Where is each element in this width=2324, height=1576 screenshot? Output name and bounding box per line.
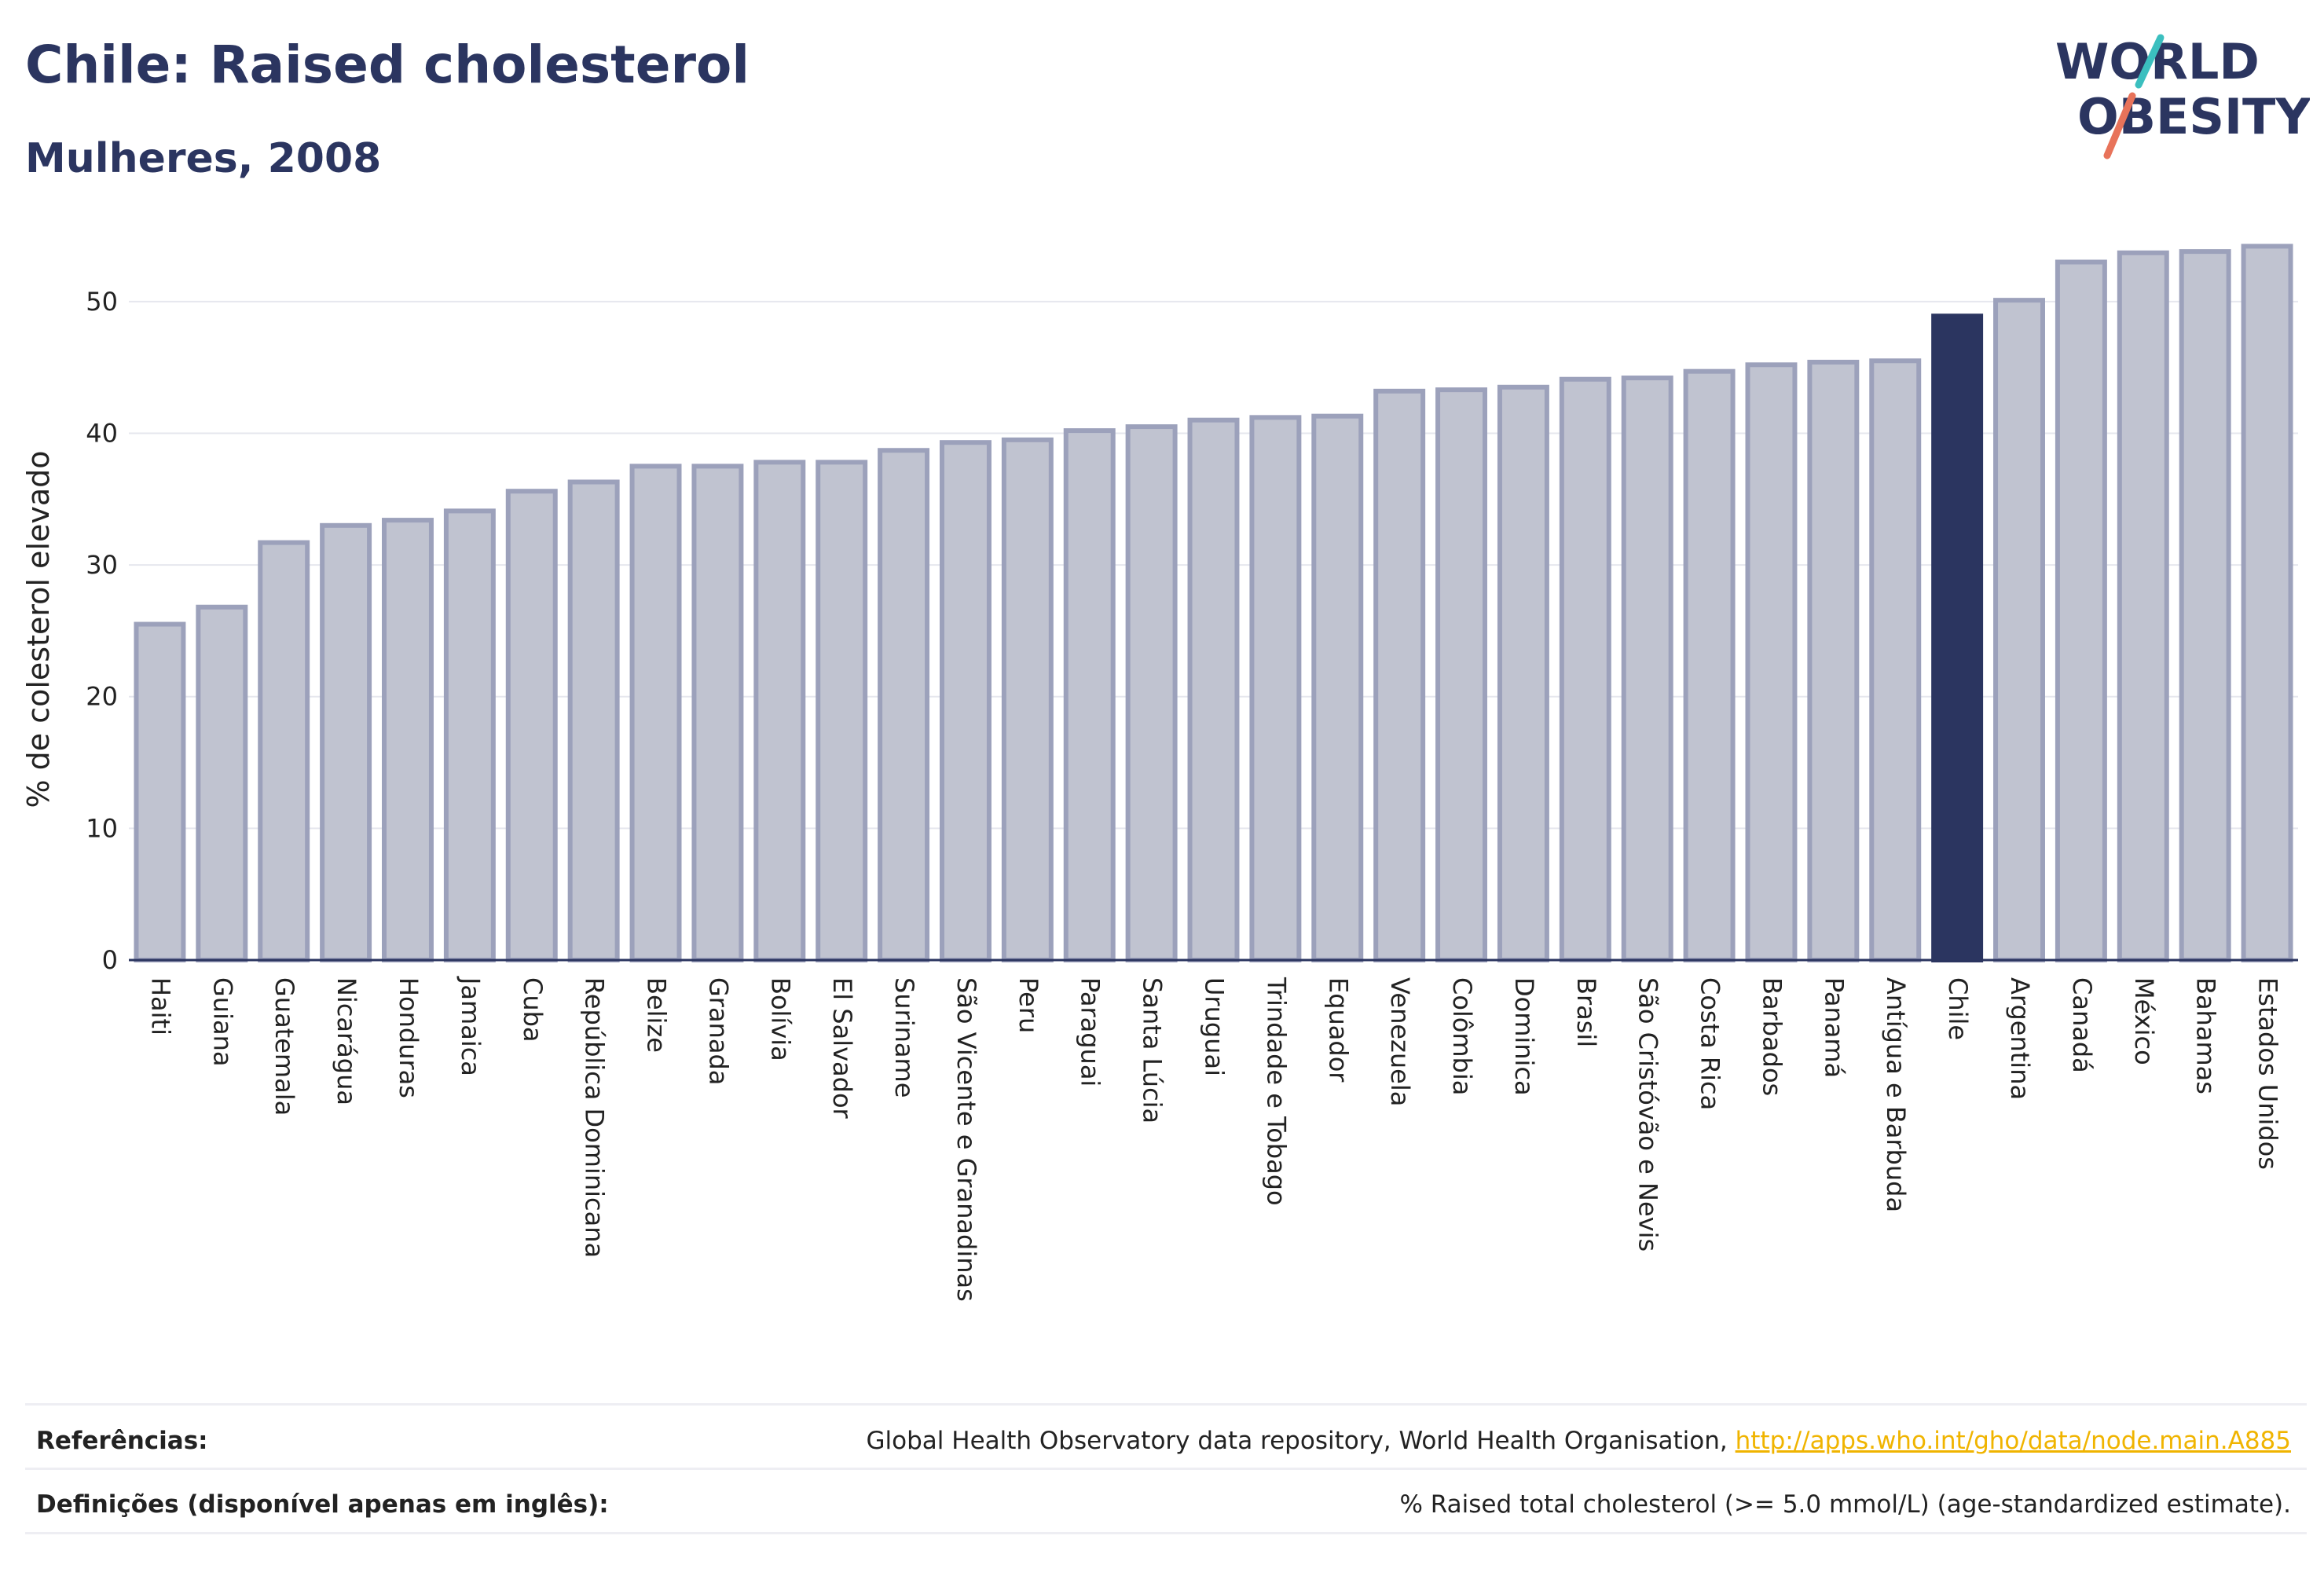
x-tick-label: Cuba	[518, 977, 548, 1043]
y-tick-label: 40	[86, 418, 118, 448]
x-tick-labels: Haiti Guiana Guatemala Nicarágua Honduras Jam…	[145, 976, 2282, 1302]
bar-barbados[interactable]	[1745, 362, 1798, 962]
bar-guatemala[interactable]	[258, 540, 310, 962]
x-tick-label: Jamaica	[456, 976, 486, 1076]
bar-argentina[interactable]	[1993, 298, 2045, 962]
bars	[134, 244, 2293, 963]
x-tick-label: Trindade e Tobago	[1261, 977, 1291, 1206]
bar-belize[interactable]	[629, 464, 682, 962]
bar-honduras[interactable]	[382, 518, 434, 962]
bar-cuba[interactable]	[505, 489, 558, 962]
footer-divider-middle	[25, 1468, 2307, 1470]
footer-divider-top	[25, 1403, 2307, 1406]
bar-panamá[interactable]	[1807, 359, 1860, 962]
y-tick-labels: 0 10 20 30 40 50	[86, 287, 118, 975]
bar-santa-lúcia[interactable]	[1125, 424, 1178, 962]
references-link[interactable]: http://apps.who.int/gho/data/node.main.A…	[1735, 1427, 2291, 1455]
x-tick-label: Belize	[642, 977, 672, 1053]
bar-el-salvador[interactable]	[816, 460, 868, 962]
x-tick-label: Dominica	[1509, 977, 1539, 1096]
x-tick-label: El Salvador	[827, 977, 857, 1120]
x-tick-label: Bolívia	[765, 977, 795, 1061]
bar-antígua-e-barbuda[interactable]	[1869, 358, 1922, 963]
x-tick-label: República Dominicana	[580, 977, 610, 1258]
chart-title: Chile: Raised cholesterol	[25, 35, 750, 95]
bar-chart: 0 10 20 30 40 50 Haiti Guiana Guatemala Nicarágu…	[21, 244, 2298, 1302]
x-tick-label: Costa Rica	[1695, 977, 1725, 1110]
bar-colômbia[interactable]	[1435, 387, 1488, 963]
bar-costa-rica[interactable]	[1683, 368, 1736, 962]
bar-bahamas[interactable]	[2179, 249, 2231, 962]
definitions-label: Definições (disponível apenas em inglês)…	[36, 1490, 609, 1519]
bar-jamaica[interactable]	[443, 508, 496, 962]
references-label: Referências:	[36, 1427, 208, 1455]
bar-são-cristóvão-e-nevis[interactable]	[1621, 376, 1673, 962]
x-tick-label: Argentina	[2005, 977, 2035, 1100]
definitions-row: Definições (disponível apenas em inglês)…	[36, 1485, 2291, 1524]
references-text: Global Health Observatory data repositor…	[866, 1427, 1736, 1455]
bar-haiti[interactable]	[134, 621, 186, 962]
x-tick-label: Peru	[1014, 977, 1043, 1033]
references-value: Global Health Observatory data repositor…	[867, 1427, 2291, 1455]
bar-venezuela[interactable]	[1373, 388, 1426, 962]
world-obesity-logo[interactable]: WORLD OBESITY	[2051, 24, 2310, 165]
bar-méxico[interactable]	[2117, 250, 2169, 962]
bar-são-vicente-e-granadinas[interactable]	[939, 440, 992, 962]
y-tick-label: 0	[102, 945, 118, 975]
x-tick-label: Guiana	[207, 977, 237, 1066]
y-tick-label: 10	[86, 813, 118, 843]
y-tick-label: 50	[86, 287, 118, 317]
x-tick-label: Granada	[703, 977, 733, 1085]
x-tick-label: Honduras	[394, 977, 423, 1098]
x-tick-label: México	[2129, 977, 2159, 1065]
x-tick-label: Barbados	[1757, 977, 1787, 1096]
y-axis-label: % de colesterol elevado	[21, 450, 56, 808]
x-tick-label: Estados Unidos	[2253, 977, 2283, 1170]
y-tick-label: 20	[86, 682, 118, 712]
bar-paraguai[interactable]	[1063, 428, 1116, 962]
x-tick-label: Bahamas	[2191, 977, 2221, 1094]
definitions-text: % Raised total cholesterol (>= 5.0 mmol/…	[1399, 1490, 2291, 1519]
x-tick-label: Antígua e Barbuda	[1881, 977, 1911, 1212]
x-tick-label: Paraguai	[1076, 977, 1105, 1087]
x-tick-label: Chile	[1943, 977, 1973, 1040]
footer-divider-bottom	[25, 1532, 2307, 1534]
x-tick-label: Venezuela	[1385, 977, 1415, 1106]
bar-república-dominicana[interactable]	[567, 479, 620, 962]
bar-equador[interactable]	[1311, 413, 1364, 962]
bar-granada[interactable]	[691, 464, 744, 962]
x-tick-label: Santa Lúcia	[1138, 977, 1167, 1123]
references-row: Referências: Global Health Observatory d…	[36, 1421, 2291, 1461]
bar-canadá[interactable]	[2055, 259, 2107, 962]
x-tick-label: Equador	[1323, 977, 1353, 1083]
logo-slash-coral	[2103, 92, 2136, 159]
x-tick-label: Uruguai	[1200, 977, 1230, 1076]
bar-dominica[interactable]	[1497, 384, 1549, 963]
x-tick-label: Panamá	[1819, 977, 1849, 1078]
bar-guiana[interactable]	[196, 604, 248, 962]
bar-nicarágua[interactable]	[320, 522, 372, 962]
x-tick-label: Suriname	[889, 977, 919, 1098]
x-tick-label: São Vicente e Granadinas	[951, 977, 981, 1302]
chart-subtitle: Mulheres, 2008	[25, 135, 382, 182]
x-tick-label: Colômbia	[1447, 977, 1477, 1095]
x-tick-label: Guatemala	[269, 977, 299, 1116]
bar-peru[interactable]	[1001, 437, 1054, 962]
bar-brasil[interactable]	[1559, 376, 1611, 962]
bar-chile[interactable]	[1931, 313, 1984, 962]
bar-bolívia[interactable]	[753, 460, 806, 962]
x-tick-label: São Cristóvão e Nevis	[1633, 977, 1663, 1252]
x-tick-label: Nicarágua	[332, 977, 361, 1105]
logo-slash-teal	[2135, 34, 2165, 89]
bar-trindade-e-tobago[interactable]	[1249, 415, 1302, 962]
bar-estados-unidos[interactable]	[2241, 244, 2293, 963]
bar-uruguai[interactable]	[1187, 417, 1240, 962]
x-tick-label: Brasil	[1571, 977, 1601, 1047]
x-tick-label: Haiti	[145, 977, 175, 1035]
x-tick-label: Canadá	[2067, 977, 2097, 1073]
bar-suriname[interactable]	[878, 448, 930, 962]
y-tick-label: 30	[86, 550, 118, 580]
